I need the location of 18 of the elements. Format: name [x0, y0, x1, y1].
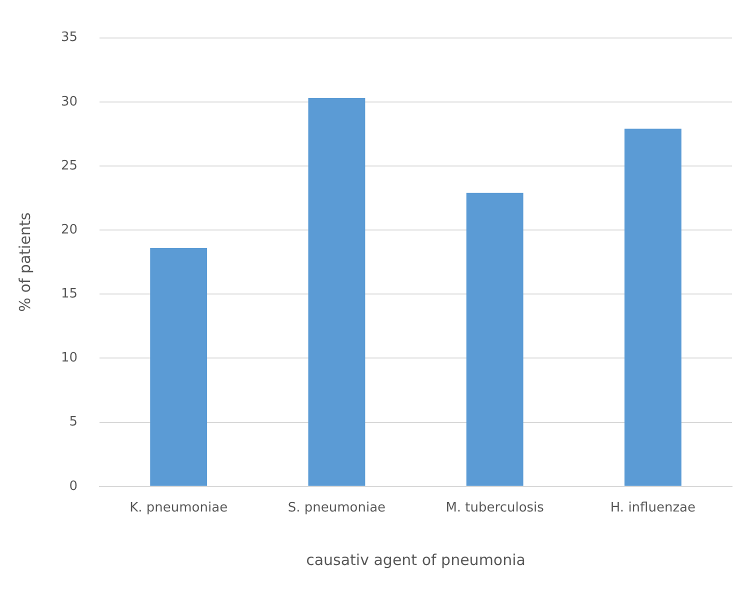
x-tick-label: S. pneumoniae — [288, 500, 386, 516]
y-tick-label: 35 — [60, 30, 78, 46]
bar — [624, 128, 682, 486]
x-axis-title: causativ agent of pneumonia — [306, 550, 526, 569]
bar — [308, 98, 366, 486]
bar — [150, 248, 208, 486]
y-axis-title: % of patients — [16, 212, 34, 312]
y-tick-label: 30 — [60, 94, 78, 110]
y-tick-label: 0 — [69, 478, 78, 494]
y-tick-label: 15 — [60, 286, 78, 302]
y-tick-label: 10 — [60, 350, 78, 366]
y-tick-label: 25 — [60, 158, 78, 174]
bar — [466, 192, 524, 486]
x-tick-label: H. influenzae — [610, 500, 696, 516]
x-tick-label: K. pneumoniae — [130, 500, 228, 516]
y-tick-label: 20 — [60, 222, 78, 238]
y-tick-label: 5 — [69, 414, 78, 430]
x-tick-label: M. tuberculosis — [446, 500, 544, 516]
